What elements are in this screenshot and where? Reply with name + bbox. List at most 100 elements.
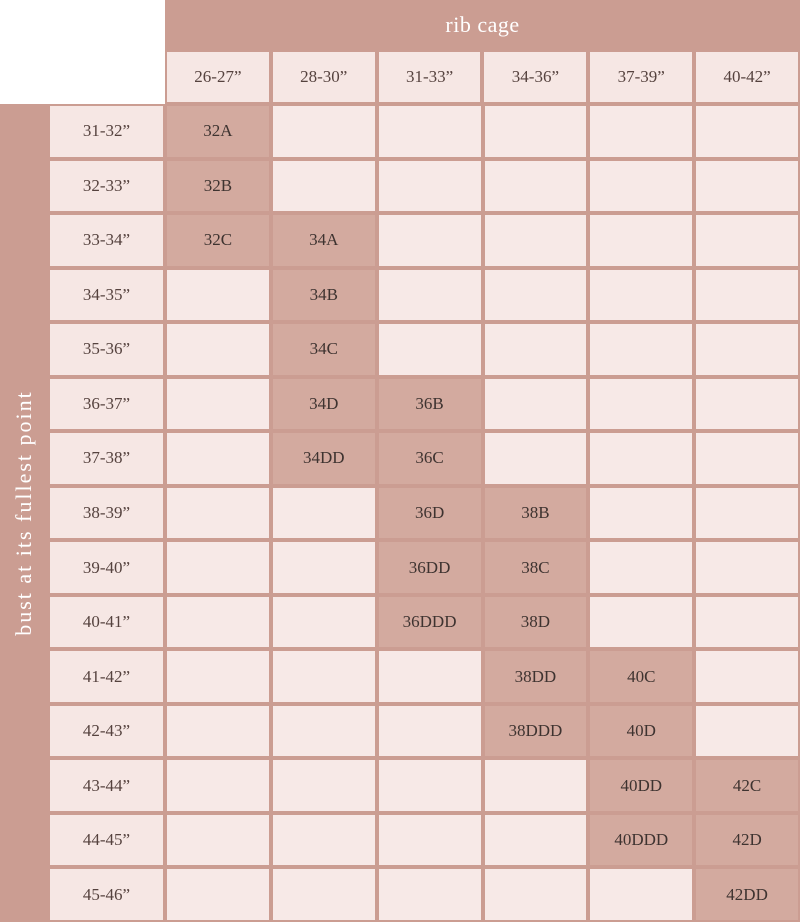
empty-cell (273, 760, 375, 811)
size-cell: 38C (485, 542, 587, 593)
row-header: 38-39” (50, 488, 163, 539)
empty-cell (696, 706, 798, 757)
size-cell: 40DDD (590, 815, 692, 866)
empty-cell (379, 651, 481, 702)
empty-cell (167, 542, 269, 593)
column-header: 40-42” (696, 52, 798, 102)
empty-cell (167, 760, 269, 811)
empty-cell (696, 597, 798, 648)
column-header: 34-36” (484, 52, 586, 102)
empty-cell (485, 161, 587, 212)
empty-cell (485, 869, 587, 920)
size-cell: 38D (485, 597, 587, 648)
empty-cell (590, 106, 692, 157)
size-cell: 34A (273, 215, 375, 266)
empty-cell (273, 161, 375, 212)
empty-cell (167, 869, 269, 920)
empty-cell (167, 324, 269, 375)
size-cell: 42DD (696, 869, 798, 920)
empty-cell (485, 433, 587, 484)
empty-cell (696, 324, 798, 375)
row-header: 39-40” (50, 542, 163, 593)
size-cell: 34B (273, 270, 375, 321)
empty-cell (379, 106, 481, 157)
row-header: 37-38” (50, 433, 163, 484)
empty-cell (167, 651, 269, 702)
column-headers: 26-27”28-30”31-33”34-36”37-39”40-42” (165, 50, 800, 104)
empty-cell (167, 488, 269, 539)
empty-cell (379, 161, 481, 212)
empty-cell (485, 215, 587, 266)
empty-cell (273, 815, 375, 866)
empty-cell (485, 815, 587, 866)
column-header: 28-30” (273, 52, 375, 102)
size-cell: 42D (696, 815, 798, 866)
empty-cell (590, 597, 692, 648)
size-cell: 34C (273, 324, 375, 375)
empty-cell (590, 869, 692, 920)
empty-cell (696, 270, 798, 321)
empty-cell (273, 542, 375, 593)
size-cell: 40D (590, 706, 692, 757)
empty-cell (167, 270, 269, 321)
column-header: 26-27” (167, 52, 269, 102)
empty-cell (590, 324, 692, 375)
empty-cell (273, 106, 375, 157)
empty-cell (590, 161, 692, 212)
row-axis-label: bust at its fullest point (11, 390, 37, 636)
row-header: 40-41” (50, 597, 163, 648)
row-header: 36-37” (50, 379, 163, 430)
size-cell: 32B (167, 161, 269, 212)
row-axis-label-container: bust at its fullest point (0, 104, 48, 922)
empty-cell (696, 542, 798, 593)
empty-cell (590, 379, 692, 430)
empty-cell (379, 215, 481, 266)
size-cell: 38DDD (485, 706, 587, 757)
empty-cell (273, 651, 375, 702)
empty-cell (379, 706, 481, 757)
empty-cell (379, 760, 481, 811)
row-header: 43-44” (50, 760, 163, 811)
row-header: 32-33” (50, 161, 163, 212)
size-cell: 42C (696, 760, 798, 811)
column-axis-label: rib cage (165, 0, 800, 50)
data-grid: 32A32B32C34A34B34C34D36B34DD36C36D38B36D… (165, 104, 800, 922)
row-headers: 31-32”32-33”33-34”34-35”35-36”36-37”37-3… (48, 104, 165, 922)
empty-cell (590, 488, 692, 539)
empty-cell (167, 379, 269, 430)
size-cell: 36D (379, 488, 481, 539)
empty-cell (379, 324, 481, 375)
row-header: 41-42” (50, 651, 163, 702)
empty-cell (273, 488, 375, 539)
size-cell: 36DD (379, 542, 481, 593)
size-cell: 32C (167, 215, 269, 266)
empty-cell (696, 379, 798, 430)
size-cell: 36B (379, 379, 481, 430)
size-cell: 40DD (590, 760, 692, 811)
empty-cell (167, 706, 269, 757)
empty-cell (696, 488, 798, 539)
empty-cell (273, 869, 375, 920)
empty-cell (590, 542, 692, 593)
row-header: 31-32” (50, 106, 163, 157)
size-cell: 40C (590, 651, 692, 702)
column-header: 37-39” (590, 52, 692, 102)
empty-cell (485, 106, 587, 157)
empty-cell (485, 270, 587, 321)
row-header: 34-35” (50, 270, 163, 321)
empty-cell (379, 270, 481, 321)
empty-cell (273, 706, 375, 757)
empty-cell (696, 433, 798, 484)
empty-cell (273, 597, 375, 648)
size-chart: rib cage bust at its fullest point 26-27… (0, 0, 800, 922)
empty-cell (485, 324, 587, 375)
empty-cell (590, 215, 692, 266)
size-cell: 34D (273, 379, 375, 430)
size-cell: 34DD (273, 433, 375, 484)
empty-cell (696, 215, 798, 266)
empty-cell (485, 379, 587, 430)
size-cell: 36DDD (379, 597, 481, 648)
empty-cell (590, 433, 692, 484)
empty-cell (485, 760, 587, 811)
row-header: 33-34” (50, 215, 163, 266)
